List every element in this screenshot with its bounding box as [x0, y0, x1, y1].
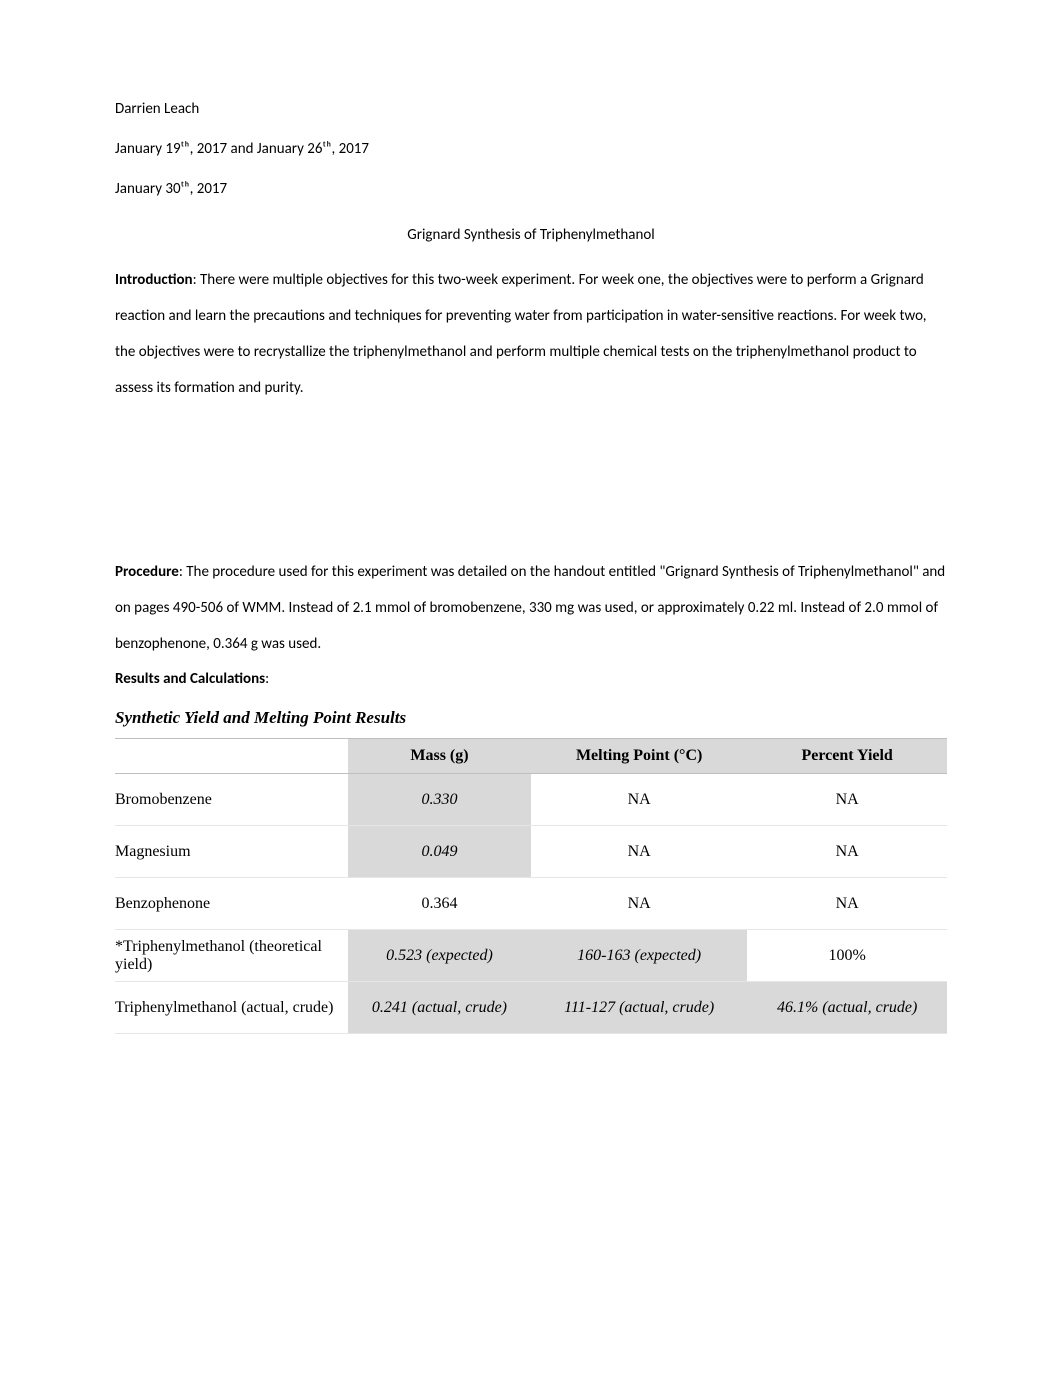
results-label: Results and Calculations	[115, 670, 265, 688]
table-header-row: Mass (g) Melting Point (°C) Percent Yiel…	[115, 739, 947, 774]
results-heading-line: Results and Calculations:	[115, 670, 947, 688]
document-title: Grignard Synthesis of Triphenylmethanol	[115, 226, 947, 244]
row-label: Benzophenone	[115, 878, 348, 930]
procedure-paragraph: Procedure: The procedure used for this e…	[115, 554, 947, 662]
section-gap	[115, 414, 947, 554]
results-table: Mass (g) Melting Point (°C) Percent Yiel…	[115, 738, 947, 1034]
row-percent-yield: 46.1% (actual, crude)	[747, 982, 947, 1034]
col-header-percent-yield: Percent Yield	[747, 739, 947, 774]
submit-date: January 30ᵗʰ, 2017	[115, 180, 947, 198]
table-row: Magnesium0.049NANA	[115, 826, 947, 878]
table-body: Bromobenzene0.330NANAMagnesium0.049NANAB…	[115, 774, 947, 1034]
table-row: *Triphenylmethanol (theoretical yield)0.…	[115, 930, 947, 982]
table-row: Benzophenone0.364NANA	[115, 878, 947, 930]
row-mass: 0.330	[348, 774, 531, 826]
col-header-blank	[115, 739, 348, 774]
author-line: Darrien Leach	[115, 100, 947, 118]
row-mass: 0.523 (expected)	[348, 930, 531, 982]
table-row: Bromobenzene0.330NANA	[115, 774, 947, 826]
col-header-mass: Mass (g)	[348, 739, 531, 774]
row-percent-yield: NA	[747, 878, 947, 930]
row-mass: 0.241 (actual, crude)	[348, 982, 531, 1034]
results-table-title: Synthetic Yield and Melting Point Result…	[115, 708, 947, 728]
table-row: Triphenylmethanol (actual, crude)0.241 (…	[115, 982, 947, 1034]
row-melting-point: NA	[531, 826, 747, 878]
row-label: Triphenylmethanol (actual, crude)	[115, 982, 348, 1034]
row-mass: 0.049	[348, 826, 531, 878]
document-page: Darrien Leach January 19ᵗʰ, 2017 and Jan…	[0, 0, 1062, 1094]
row-percent-yield: NA	[747, 774, 947, 826]
col-header-melting-point: Melting Point (°C)	[531, 739, 747, 774]
procedure-label: Procedure	[115, 563, 179, 581]
row-label: Bromobenzene	[115, 774, 348, 826]
row-label: Magnesium	[115, 826, 348, 878]
experiment-dates: January 19ᵗʰ, 2017 and January 26ᵗʰ, 201…	[115, 140, 947, 158]
introduction-label: Introduction	[115, 271, 193, 289]
row-label: *Triphenylmethanol (theoretical yield)	[115, 930, 348, 982]
row-percent-yield: 100%	[747, 930, 947, 982]
row-mass: 0.364	[348, 878, 531, 930]
row-melting-point: 111-127 (actual, crude)	[531, 982, 747, 1034]
procedure-text: : The procedure used for this experiment…	[115, 563, 945, 653]
results-colon: :	[265, 670, 269, 688]
row-melting-point: 160-163 (expected)	[531, 930, 747, 982]
row-percent-yield: NA	[747, 826, 947, 878]
row-melting-point: NA	[531, 878, 747, 930]
row-melting-point: NA	[531, 774, 747, 826]
introduction-text: : There were multiple objectives for thi…	[115, 271, 926, 397]
introduction-paragraph: Introduction: There were multiple object…	[115, 262, 947, 406]
